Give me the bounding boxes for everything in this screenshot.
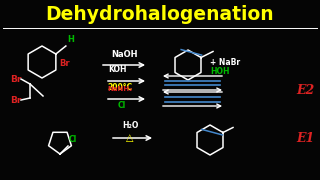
Text: H: H <box>67 35 74 44</box>
Text: E2: E2 <box>296 84 314 96</box>
Text: 200°C: 200°C <box>107 83 132 92</box>
Text: Dehydrohalogenation: Dehydrohalogenation <box>46 5 274 24</box>
Text: HOH: HOH <box>210 66 229 75</box>
Text: NaNH₂: NaNH₂ <box>107 86 132 92</box>
Text: Br: Br <box>10 75 21 84</box>
Text: △: △ <box>126 133 134 143</box>
Text: KOH: KOH <box>108 65 126 74</box>
Text: + NaBr: + NaBr <box>210 57 240 66</box>
Text: Cl: Cl <box>118 101 126 110</box>
Text: H₂O: H₂O <box>122 121 138 130</box>
Text: NaOH: NaOH <box>111 50 137 59</box>
Text: E1: E1 <box>296 132 314 145</box>
Text: Cl: Cl <box>69 135 77 144</box>
Text: Br: Br <box>59 59 69 68</box>
Text: Br: Br <box>10 96 21 105</box>
